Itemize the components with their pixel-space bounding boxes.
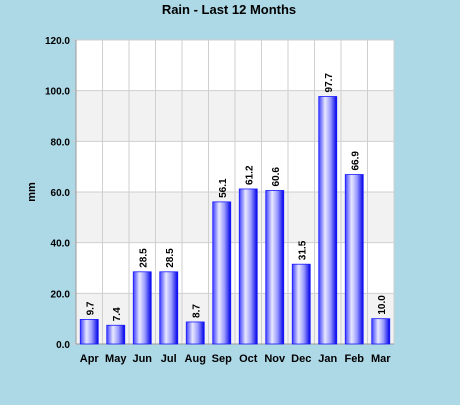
bar-jan — [318, 96, 338, 345]
bar-sep — [212, 201, 232, 345]
y-tick-label: 80.0 — [51, 137, 71, 148]
x-tick-label: Sep — [212, 353, 232, 365]
data-label: 8.7 — [191, 304, 202, 318]
data-label: 28.5 — [138, 248, 149, 268]
y-tick-label: 100.0 — [45, 87, 70, 98]
x-tick-label: May — [105, 353, 127, 365]
x-tick-label: Mar — [371, 353, 391, 365]
x-tick-label: Apr — [80, 353, 100, 365]
bar-mar — [371, 318, 391, 345]
bar-jun — [132, 271, 152, 345]
bar-oct — [238, 188, 258, 345]
y-axis-label: mm — [26, 182, 38, 202]
bar-feb — [344, 174, 364, 345]
x-tick-label: Jan — [318, 353, 337, 365]
data-label: 7.4 — [112, 307, 123, 321]
bar-aug — [185, 321, 205, 345]
y-tick-label: 40.0 — [51, 239, 71, 250]
y-tick-label: 20.0 — [51, 289, 71, 300]
bar-nov — [265, 190, 285, 345]
data-label: 28.5 — [165, 248, 176, 268]
x-tick-label: Aug — [185, 353, 206, 365]
data-label: 10.0 — [377, 295, 388, 315]
data-label: 66.9 — [350, 151, 361, 171]
y-tick-label: 120.0 — [45, 36, 70, 47]
x-tick-label: Oct — [239, 353, 258, 365]
bar-jul — [159, 271, 179, 345]
y-tick-label: 60.0 — [51, 188, 71, 199]
x-tick-label: Jun — [132, 353, 152, 365]
y-tick-label: 0.0 — [56, 340, 70, 351]
x-tick-label: Nov — [264, 353, 286, 365]
data-label: 56.1 — [218, 178, 229, 198]
bar-may — [106, 324, 126, 345]
data-label: 31.5 — [297, 240, 308, 260]
data-label: 61.2 — [244, 165, 255, 185]
bar-dec — [291, 263, 311, 345]
x-tick-label: Feb — [344, 353, 364, 365]
x-tick-label: Jul — [161, 353, 177, 365]
data-label: 9.7 — [85, 301, 96, 315]
bar-apr — [79, 319, 99, 345]
x-tick-label: Dec — [291, 353, 311, 365]
data-label: 60.6 — [271, 167, 282, 187]
data-label: 97.7 — [324, 73, 335, 93]
chart-title: Rain - Last 12 Months — [162, 2, 296, 17]
